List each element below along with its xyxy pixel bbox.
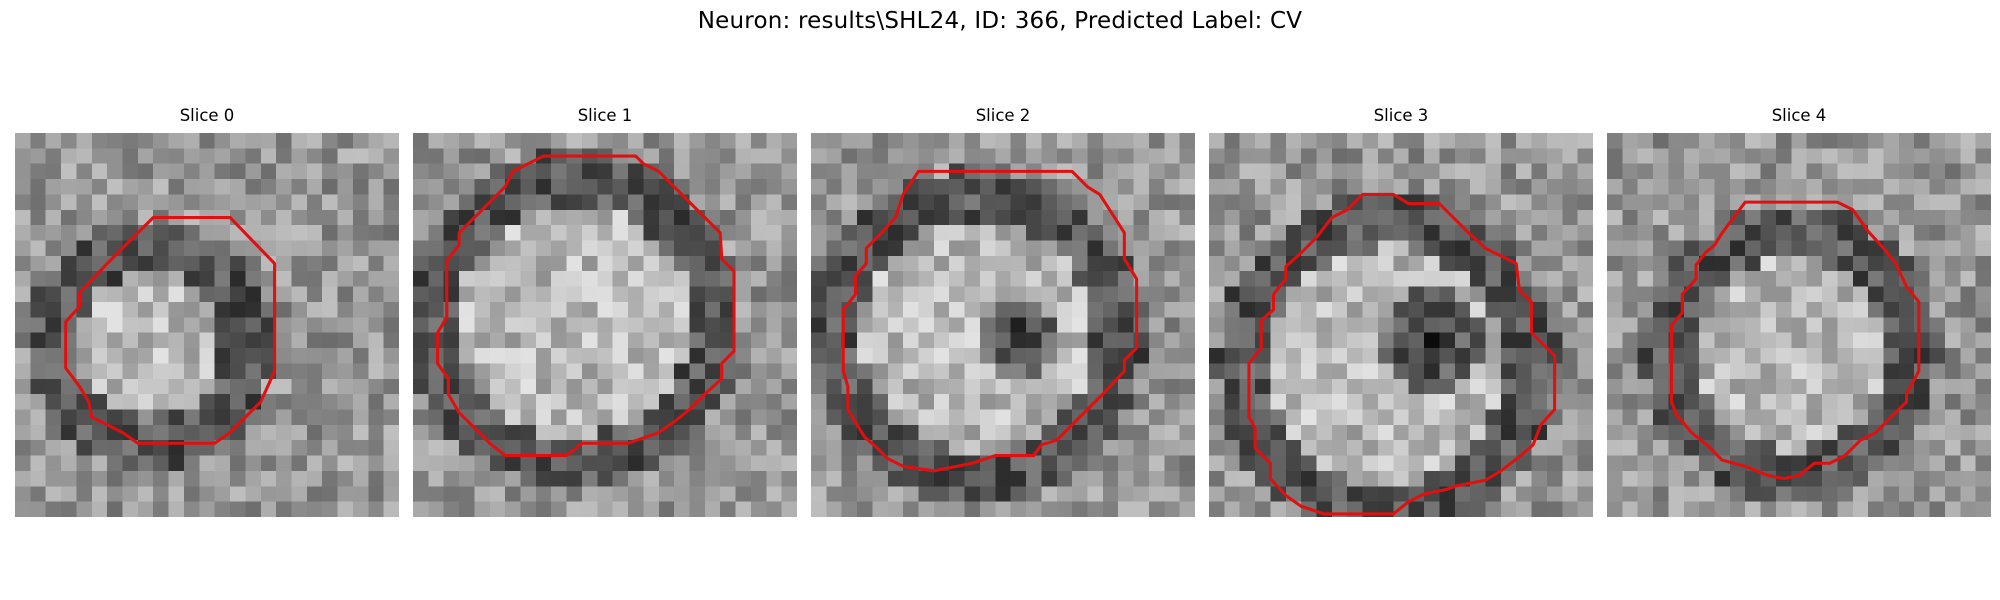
slice-panel-0: Slice 0 [15, 106, 399, 517]
slice-panel-1: Slice 1 [413, 106, 797, 517]
grayscale-microscopy-image [811, 133, 1195, 517]
slice-image [811, 133, 1195, 517]
figure-title: Neuron: results\SHL24, ID: 366, Predicte… [697, 8, 1303, 34]
slice-title: Slice 2 [975, 106, 1031, 125]
grayscale-microscopy-image [15, 133, 399, 517]
cell-contour [436, 154, 736, 458]
grayscale-microscopy-image [413, 133, 797, 517]
cell-contour [1247, 192, 1557, 516]
slice-image [1607, 133, 1991, 517]
slice-panel-3: Slice 3 [1209, 106, 1593, 517]
grayscale-microscopy-image [1209, 133, 1593, 517]
slice-title: Slice 1 [577, 106, 633, 125]
slice-title: Slice 4 [1771, 106, 1827, 125]
slice-title: Slice 0 [179, 106, 235, 125]
cell-contour [841, 169, 1139, 473]
cell-contour [1669, 200, 1921, 481]
grayscale-microscopy-image [1607, 133, 1991, 517]
slice-panel-4: Slice 4 [1607, 106, 1991, 517]
slice-image [15, 133, 399, 517]
slice-panel-2: Slice 2 [811, 106, 1195, 517]
cell-contour [64, 215, 277, 445]
slice-image [413, 133, 797, 517]
slice-title: Slice 3 [1373, 106, 1429, 125]
slice-image [1209, 133, 1593, 517]
